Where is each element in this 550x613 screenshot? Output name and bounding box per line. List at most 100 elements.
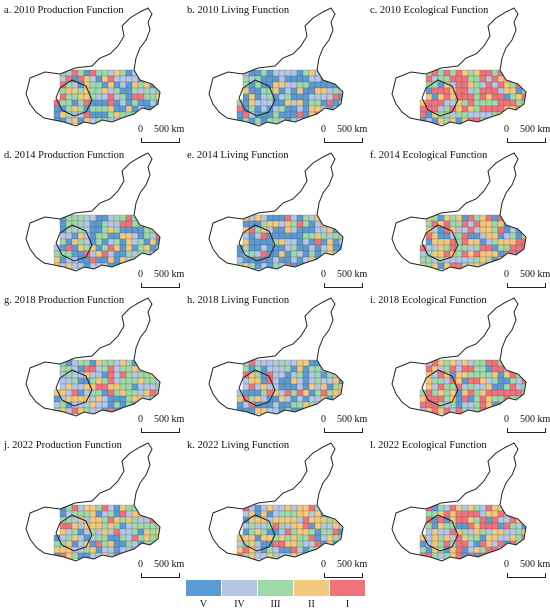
region-cell <box>272 226 280 234</box>
region-cell <box>272 75 280 83</box>
region-cell <box>467 87 475 95</box>
region-cell <box>65 105 73 113</box>
region-cell <box>143 359 151 367</box>
region-cell <box>95 522 103 530</box>
region-cell <box>491 522 499 530</box>
region-cell <box>113 99 121 107</box>
region-cell <box>509 359 517 367</box>
region-cell <box>137 534 145 542</box>
region-cell <box>461 93 469 101</box>
region-cell <box>455 256 463 264</box>
region-cell <box>107 105 115 113</box>
region-cell <box>497 226 505 234</box>
region-cell <box>338 365 343 373</box>
region-cell <box>248 232 256 240</box>
region-cell <box>71 504 79 512</box>
region-cell <box>443 365 451 373</box>
region-cell <box>497 238 505 246</box>
region-cell <box>155 256 160 264</box>
region-cell <box>65 377 73 385</box>
basin-map <box>208 7 344 127</box>
region-cell <box>59 383 67 391</box>
region-cell <box>443 377 451 385</box>
region-cell <box>437 540 445 548</box>
river-boundary <box>55 514 93 552</box>
panel-title: g. 2018 Production Function <box>4 295 125 306</box>
region-cell <box>89 510 97 518</box>
scale-bar: 0 500 km <box>504 559 550 579</box>
region-cell <box>119 250 127 258</box>
scale-line <box>141 573 180 578</box>
region-cell <box>254 552 262 560</box>
region-cell <box>107 220 115 228</box>
region-cell <box>509 256 517 264</box>
region-cell <box>242 75 250 83</box>
map-panel: l. 2022 Ecological Function 0 500 km <box>366 435 550 580</box>
region-cell <box>119 105 127 113</box>
river-boundary <box>238 514 276 552</box>
region-cell <box>314 244 322 252</box>
region-cell <box>473 250 481 258</box>
region-cell <box>143 75 151 83</box>
region-cell <box>455 371 463 379</box>
region-cell <box>284 226 292 234</box>
region-cell <box>308 365 316 373</box>
scale-zero-label: 0 <box>138 414 143 425</box>
region-cell <box>278 534 286 542</box>
region-cell <box>131 522 139 530</box>
region-cell <box>509 401 517 409</box>
region-cell <box>113 528 121 536</box>
region-cell <box>284 359 292 367</box>
region-cell <box>308 359 316 367</box>
scale-line <box>141 138 180 143</box>
region-cell <box>65 522 73 530</box>
region-cell <box>242 93 250 101</box>
region-cell <box>284 250 292 258</box>
region-cell <box>272 371 280 379</box>
region-cell <box>248 383 256 391</box>
region-cell <box>290 111 298 119</box>
region-cell <box>149 522 157 530</box>
region-cell <box>149 238 157 246</box>
region-cell <box>302 93 310 101</box>
region-cell <box>143 232 151 240</box>
region-cell <box>254 232 262 240</box>
region-cell <box>113 401 121 409</box>
region-cell <box>437 81 445 89</box>
region-cell <box>338 69 343 77</box>
region-cell <box>101 383 109 391</box>
region-cell <box>125 220 133 228</box>
region-cell <box>485 510 493 518</box>
region-cell <box>485 226 493 234</box>
region-cell <box>461 371 469 379</box>
region-cell <box>236 546 244 554</box>
region-cell <box>59 220 67 228</box>
region-cell <box>338 214 343 222</box>
region-cell <box>455 522 463 530</box>
region-cell <box>278 546 286 554</box>
region-cell <box>425 546 433 554</box>
region-cell <box>65 389 73 397</box>
region-cell <box>143 389 151 397</box>
region-cell <box>461 365 469 373</box>
legend-swatch-iv <box>222 580 257 596</box>
region-cell <box>107 75 115 83</box>
region-cell <box>71 371 79 379</box>
region-cell <box>260 232 268 240</box>
region-cell <box>332 75 340 83</box>
region-cell <box>338 516 343 524</box>
region-cell <box>509 510 517 518</box>
region-cell <box>113 220 121 228</box>
region-cell <box>101 93 109 101</box>
map-panel: j. 2022 Production Function 0 500 km <box>0 435 184 580</box>
region-cell <box>461 111 469 119</box>
region-cell <box>419 111 427 119</box>
region-cell <box>467 238 475 246</box>
scale-distance-label: 500 km <box>154 414 185 425</box>
region-cell <box>302 365 310 373</box>
region-cell <box>431 383 439 391</box>
scale-bar: 0 500 km <box>138 124 184 144</box>
scale-bar: 0 500 km <box>504 269 550 289</box>
region-cell <box>509 377 517 385</box>
region-cell <box>113 504 121 512</box>
